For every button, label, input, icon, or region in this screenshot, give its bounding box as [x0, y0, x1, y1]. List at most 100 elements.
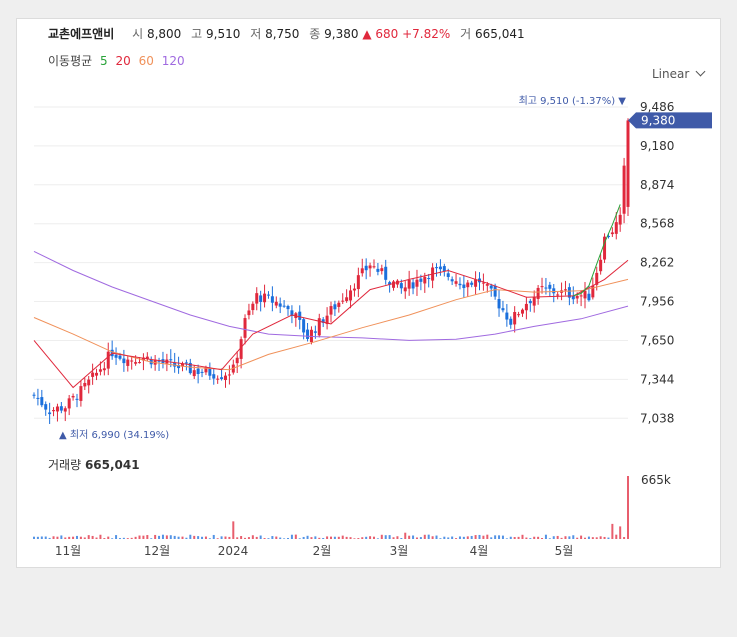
candle-body [188, 362, 192, 374]
volume-axis-label: 665k [641, 473, 671, 487]
candle-body [481, 282, 485, 284]
candle-body [302, 319, 306, 333]
volume-panel-title: 거래량 665,041 [48, 456, 140, 473]
candle-body [517, 314, 521, 316]
candle-body [145, 356, 149, 360]
change-value: ▲ 680 +7.82% [362, 27, 451, 41]
volume-bar [240, 536, 243, 539]
volume-bar [599, 536, 602, 539]
volume-bar [294, 534, 297, 539]
volume-bar [431, 536, 434, 539]
candle-body [563, 289, 567, 291]
candle-body [540, 286, 544, 288]
volume-bar [326, 536, 329, 539]
candle-body [446, 273, 450, 277]
volume-bar [298, 538, 301, 539]
candle-body [509, 318, 513, 325]
candle-body [591, 285, 595, 298]
volume-bar [87, 535, 90, 539]
volume-bar [337, 536, 340, 539]
volume-bar [287, 537, 290, 539]
volume-bar [490, 537, 493, 539]
candle-body [220, 377, 224, 380]
candle-body [360, 268, 364, 274]
volume-bar [478, 534, 481, 539]
scale-select[interactable]: Linear [652, 66, 706, 81]
candle-body [458, 283, 462, 286]
candle-body [548, 284, 552, 289]
candle-body [325, 315, 329, 325]
volume-bar [204, 536, 207, 539]
candle-body [567, 287, 571, 298]
volume-bar [333, 536, 336, 539]
candle-body [177, 364, 181, 369]
volume-bar [271, 536, 274, 539]
volume-bar [341, 535, 344, 539]
candle-body [282, 305, 286, 307]
candle-body [298, 311, 302, 320]
candle-body [306, 329, 310, 339]
volume-bar [349, 537, 352, 539]
volume-bar [251, 535, 254, 539]
candle-body [71, 395, 75, 398]
candle-body [32, 394, 36, 396]
candle-body [52, 410, 56, 412]
candle-body [196, 368, 200, 375]
candle-body [384, 266, 388, 280]
candle-body [435, 267, 439, 269]
candle-body [466, 282, 470, 288]
volume-bar [576, 537, 579, 539]
candle-body [462, 284, 466, 289]
volume-bar [462, 536, 465, 539]
volume-bar [150, 538, 153, 539]
volume-bar [161, 534, 164, 539]
high-value: 9,510 [206, 27, 241, 41]
candle-body [442, 266, 446, 272]
volume-bar [396, 536, 399, 539]
candle-body [403, 287, 407, 292]
candle-body [286, 306, 290, 310]
volume-bar [232, 521, 235, 539]
volume-bar [173, 535, 176, 539]
low-value: 8,750 [265, 27, 300, 41]
candle-body [63, 408, 67, 412]
candle-body [614, 222, 618, 234]
volume-bar [388, 535, 391, 539]
candle-body [599, 259, 603, 272]
volume-bar [134, 536, 137, 539]
volume-bar [177, 536, 180, 539]
volume-bar [365, 536, 368, 539]
volume-bar [64, 537, 67, 539]
volume-bar [244, 537, 247, 539]
volume-bar [451, 536, 454, 539]
volume-bar [302, 536, 305, 539]
candle-body [278, 303, 282, 307]
x-tick-label: 5월 [555, 544, 574, 558]
volume-bar [310, 537, 313, 539]
candle-body [380, 268, 384, 272]
volume-bar [505, 538, 508, 539]
candle-body [114, 354, 118, 358]
candle-body [321, 319, 325, 323]
volume-bar [517, 536, 520, 539]
volume-bar [482, 535, 485, 539]
volume-bar [290, 534, 293, 539]
candle-body [44, 404, 48, 410]
y-tick-label: 8,262 [640, 256, 674, 270]
volume-bar [619, 526, 622, 539]
volume-bar [165, 535, 168, 539]
candle-body [118, 355, 122, 359]
candle-body [239, 339, 243, 359]
volume-bar [48, 537, 51, 539]
volume-bar [201, 536, 204, 539]
volume-bar [118, 538, 121, 539]
volume-bar [552, 536, 555, 539]
volume-bar [529, 538, 532, 539]
candle-body [216, 378, 220, 380]
close-label: 종 [309, 27, 321, 41]
volume-bar [560, 537, 563, 539]
volume-bar [122, 537, 125, 539]
candle-body [223, 375, 227, 381]
volume-bar [283, 538, 286, 539]
